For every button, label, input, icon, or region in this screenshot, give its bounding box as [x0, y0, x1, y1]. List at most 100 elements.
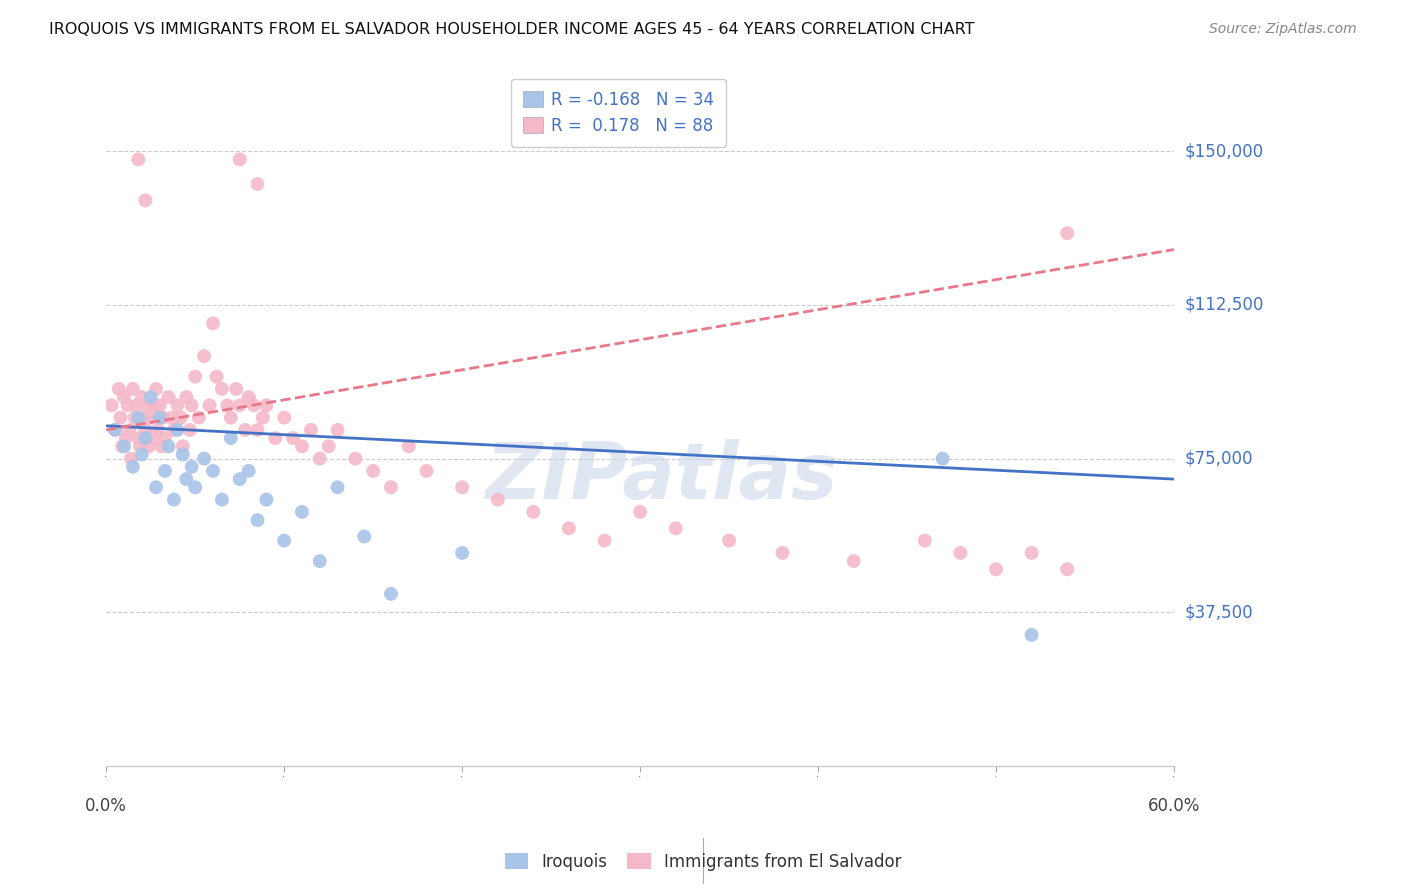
- Point: [122, 459, 145, 474]
- Point: [1021, 628, 1043, 642]
- Point: [104, 423, 127, 437]
- Point: [152, 410, 174, 425]
- Point: [149, 410, 172, 425]
- Point: [132, 410, 155, 425]
- Point: [238, 464, 260, 478]
- Point: [1021, 546, 1043, 560]
- Point: [157, 439, 180, 453]
- Point: [166, 398, 188, 412]
- Point: [125, 398, 148, 412]
- Point: [193, 451, 215, 466]
- Point: [187, 410, 209, 425]
- Point: [205, 369, 228, 384]
- Point: [184, 480, 207, 494]
- Legend: Iroquois, Immigrants from El Salvador: Iroquois, Immigrants from El Salvador: [496, 845, 910, 880]
- Point: [118, 423, 141, 437]
- Point: [202, 317, 225, 331]
- Point: [120, 451, 142, 466]
- Point: [273, 410, 295, 425]
- Point: [131, 390, 153, 404]
- Point: [299, 423, 322, 437]
- Point: [131, 448, 153, 462]
- Text: IROQUOIS VS IMMIGRANTS FROM EL SALVADOR HOUSEHOLDER INCOME AGES 45 - 64 YEARS CO: IROQUOIS VS IMMIGRANTS FROM EL SALVADOR …: [49, 22, 974, 37]
- Point: [233, 423, 256, 437]
- Point: [914, 533, 936, 548]
- Point: [246, 423, 269, 437]
- Text: $75,000: $75,000: [1185, 450, 1254, 467]
- Point: [228, 153, 250, 167]
- Text: $37,500: $37,500: [1185, 603, 1254, 622]
- Point: [931, 451, 953, 466]
- Point: [380, 587, 402, 601]
- Point: [211, 492, 233, 507]
- Point: [211, 382, 233, 396]
- Point: [114, 431, 136, 445]
- Point: [361, 464, 384, 478]
- Point: [486, 492, 509, 507]
- Point: [451, 546, 474, 560]
- Point: [139, 410, 162, 425]
- Point: [139, 390, 162, 404]
- Point: [111, 439, 134, 453]
- Point: [246, 513, 269, 527]
- Point: [180, 398, 202, 412]
- Point: [136, 398, 159, 412]
- Point: [326, 423, 349, 437]
- Point: [842, 554, 865, 568]
- Point: [308, 554, 330, 568]
- Point: [160, 410, 183, 425]
- Text: $112,500: $112,500: [1185, 296, 1264, 314]
- Point: [124, 410, 146, 425]
- Text: Source: ZipAtlas.com: Source: ZipAtlas.com: [1209, 22, 1357, 37]
- Point: [134, 194, 156, 208]
- Text: 0.0%: 0.0%: [86, 797, 127, 814]
- Point: [163, 423, 186, 437]
- Point: [172, 448, 194, 462]
- Point: [180, 459, 202, 474]
- Point: [153, 464, 176, 478]
- Point: [117, 398, 139, 412]
- Point: [134, 431, 156, 445]
- Point: [246, 177, 269, 191]
- Point: [522, 505, 544, 519]
- Text: 60.0%: 60.0%: [1147, 797, 1201, 814]
- Point: [149, 398, 172, 412]
- Point: [219, 431, 242, 445]
- Point: [198, 398, 221, 412]
- Point: [150, 439, 173, 453]
- Point: [153, 431, 176, 445]
- Point: [179, 423, 201, 437]
- Point: [166, 423, 188, 437]
- Point: [1056, 562, 1078, 576]
- Point: [127, 431, 149, 445]
- Point: [228, 472, 250, 486]
- Point: [104, 423, 127, 437]
- Point: [252, 410, 274, 425]
- Point: [127, 153, 149, 167]
- Point: [176, 472, 198, 486]
- Point: [134, 423, 156, 437]
- Point: [451, 480, 474, 494]
- Point: [628, 505, 651, 519]
- Point: [243, 398, 266, 412]
- Point: [172, 439, 194, 453]
- Point: [170, 410, 193, 425]
- Point: [146, 423, 169, 437]
- Point: [122, 382, 145, 396]
- Point: [254, 492, 277, 507]
- Point: [273, 533, 295, 548]
- Point: [264, 431, 287, 445]
- Point: [202, 464, 225, 478]
- Point: [593, 533, 616, 548]
- Point: [100, 398, 122, 412]
- Point: [157, 390, 180, 404]
- Point: [110, 410, 132, 425]
- Point: [398, 439, 420, 453]
- Point: [254, 398, 277, 412]
- Point: [138, 439, 160, 453]
- Legend: R = -0.168   N = 34, R =  0.178   N = 88: R = -0.168 N = 34, R = 0.178 N = 88: [512, 78, 725, 146]
- Point: [219, 410, 242, 425]
- Point: [949, 546, 972, 560]
- Point: [176, 390, 198, 404]
- Point: [193, 349, 215, 363]
